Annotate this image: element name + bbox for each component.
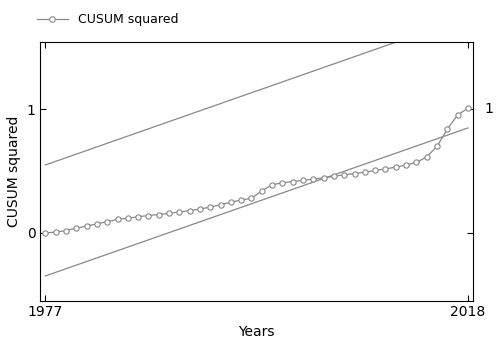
Y-axis label: CUSUM squared: CUSUM squared (7, 116, 21, 227)
Text: 1: 1 (484, 102, 493, 116)
Legend: CUSUM squared: CUSUM squared (32, 8, 184, 31)
X-axis label: Years: Years (238, 325, 275, 339)
